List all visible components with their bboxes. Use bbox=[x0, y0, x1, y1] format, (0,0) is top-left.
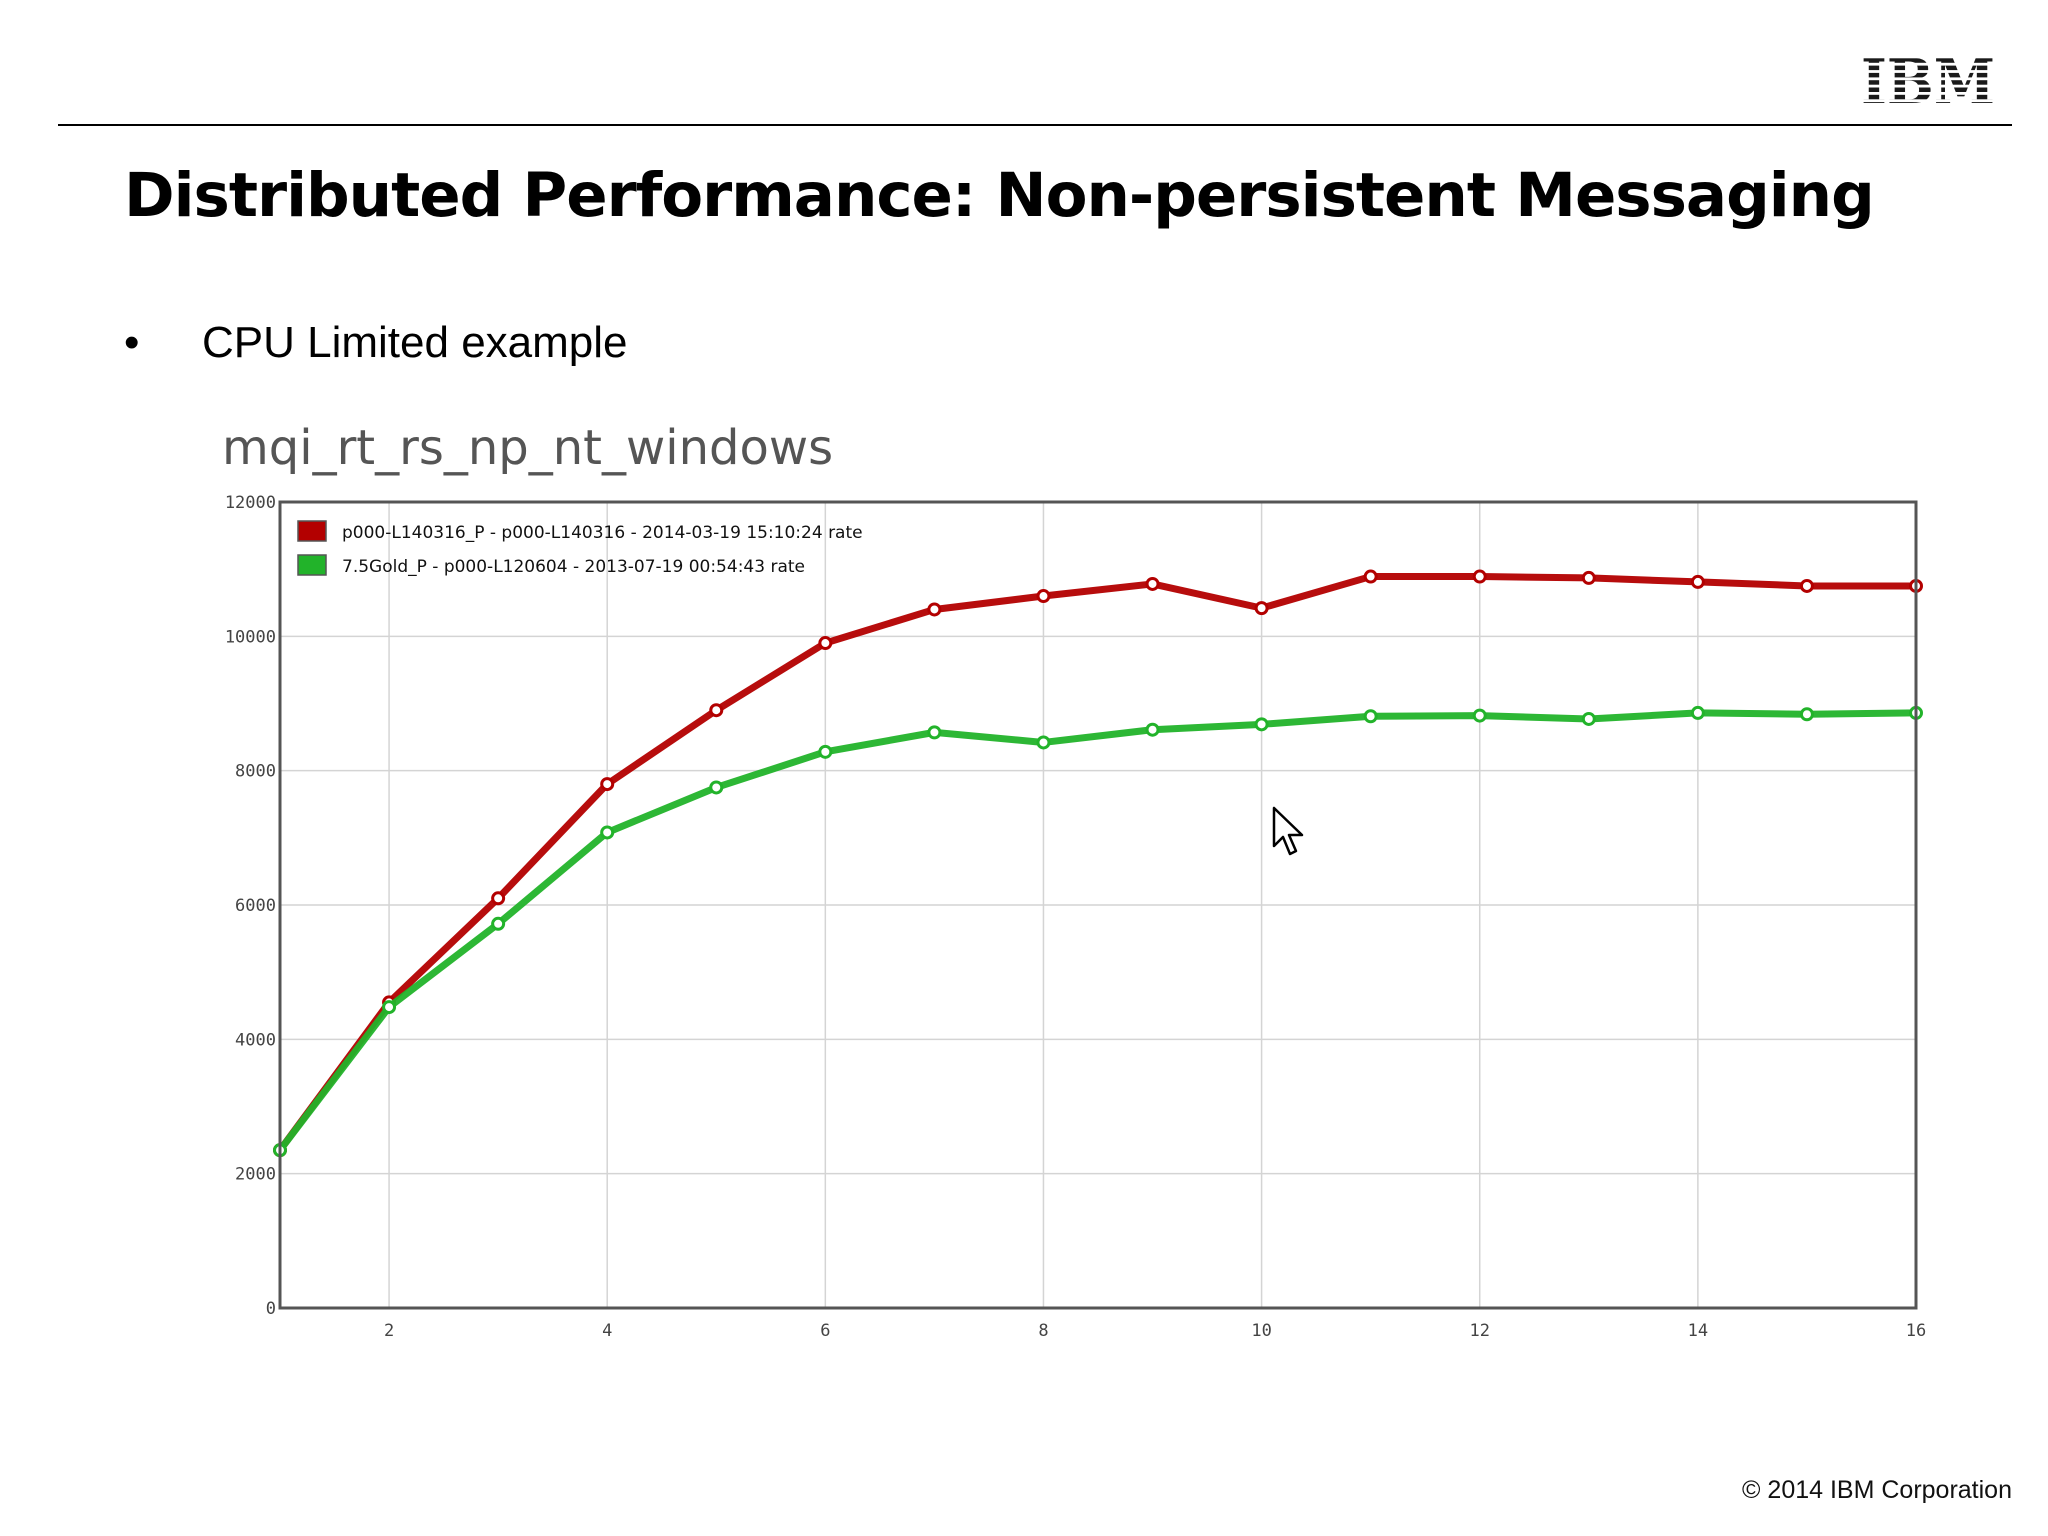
line-chart: 0 2000 4000 6000 8000 10000 12000 2 4 6 8 10 12 14 16… bbox=[225, 493, 1926, 1341]
chart-title: mqi_rt_rs_np_nt_windows bbox=[222, 420, 834, 476]
ibm-logo-text: IBM bbox=[1861, 50, 1995, 108]
y-tick-label: 8000 bbox=[235, 762, 276, 782]
data-point-s2-2 bbox=[382, 1000, 397, 1015]
header-rule bbox=[58, 124, 2012, 126]
data-point-s2-12 bbox=[1472, 708, 1487, 723]
data-point-s2-4 bbox=[600, 825, 615, 840]
y-tick-label: 4000 bbox=[235, 1030, 276, 1050]
ibm-logo: IBM bbox=[1861, 50, 1995, 108]
y-tick-label: 0 bbox=[266, 1299, 276, 1319]
copyright-footer: © 2014 IBM Corporation bbox=[1742, 1476, 2012, 1504]
data-point-s1-12 bbox=[1472, 569, 1487, 584]
data-point-s2-9 bbox=[1145, 722, 1160, 737]
data-point-s2-14 bbox=[1690, 705, 1705, 720]
data-point-s2-11 bbox=[1363, 709, 1378, 724]
data-point-s1-10 bbox=[1254, 601, 1269, 616]
data-point-s2-10 bbox=[1254, 717, 1269, 732]
slide-title: Distributed Performance: Non-persistent … bbox=[124, 160, 1875, 231]
x-tick-label: 4 bbox=[602, 1321, 612, 1341]
x-axis-ticks: 2 4 6 8 10 12 14 16 bbox=[384, 1321, 1926, 1341]
series-line-2 bbox=[276, 709, 1920, 1154]
x-tick-label: 6 bbox=[820, 1321, 830, 1341]
data-point-s1-5 bbox=[709, 703, 724, 718]
data-point-s1-6 bbox=[818, 636, 833, 651]
plot-frame bbox=[278, 500, 1918, 1310]
y-tick-label: 12000 bbox=[225, 493, 276, 513]
data-point-s1-8 bbox=[1036, 589, 1051, 604]
data-point-s2-5 bbox=[709, 780, 724, 795]
data-point-s1-13 bbox=[1581, 570, 1596, 585]
x-tick-label: 12 bbox=[1469, 1321, 1489, 1341]
x-tick-label: 2 bbox=[384, 1321, 394, 1341]
data-point-s2-7 bbox=[927, 725, 942, 740]
bullet-dot: • bbox=[124, 318, 140, 367]
data-point-s2-3 bbox=[491, 916, 506, 931]
legend-swatch-1 bbox=[297, 520, 327, 542]
data-point-s1-3 bbox=[491, 891, 506, 906]
data-point-s1-11 bbox=[1363, 569, 1378, 584]
data-point-s2-6 bbox=[818, 744, 833, 759]
series-line-1 bbox=[276, 573, 1920, 1154]
data-point-s2-8 bbox=[1036, 735, 1051, 750]
data-point-s1-14 bbox=[1690, 574, 1705, 589]
data-point-s2-13 bbox=[1581, 711, 1596, 726]
series-lines bbox=[273, 569, 1923, 1158]
mouse-pointer-icon bbox=[1272, 806, 1304, 856]
x-tick-label: 16 bbox=[1906, 1321, 1926, 1341]
legend: p000-L140316_P - p000-L140316 - 2014-03-… bbox=[297, 520, 863, 577]
legend-swatch-2 bbox=[297, 554, 327, 576]
y-tick-label: 6000 bbox=[235, 896, 276, 916]
y-tick-label: 2000 bbox=[235, 1165, 276, 1185]
data-point-s2-15 bbox=[1799, 707, 1814, 722]
grid-lines bbox=[280, 502, 1916, 1308]
data-point-s1-4 bbox=[600, 777, 615, 792]
data-point-s1-15 bbox=[1799, 578, 1814, 593]
data-point-s1-7 bbox=[927, 602, 942, 617]
y-tick-label: 10000 bbox=[225, 627, 276, 647]
data-point-s1-9 bbox=[1145, 576, 1160, 591]
x-tick-label: 10 bbox=[1251, 1321, 1271, 1341]
x-tick-label: 14 bbox=[1688, 1321, 1708, 1341]
bullet-text: CPU Limited example bbox=[202, 318, 628, 367]
legend-label-2: 7.5Gold_P - p000-L120604 - 2013-07-19 00… bbox=[342, 557, 805, 577]
y-axis-ticks: 0 2000 4000 6000 8000 10000 12000 bbox=[225, 493, 276, 1319]
legend-label-1: p000-L140316_P - p000-L140316 - 2014-03-… bbox=[342, 523, 863, 543]
x-tick-label: 8 bbox=[1038, 1321, 1048, 1341]
